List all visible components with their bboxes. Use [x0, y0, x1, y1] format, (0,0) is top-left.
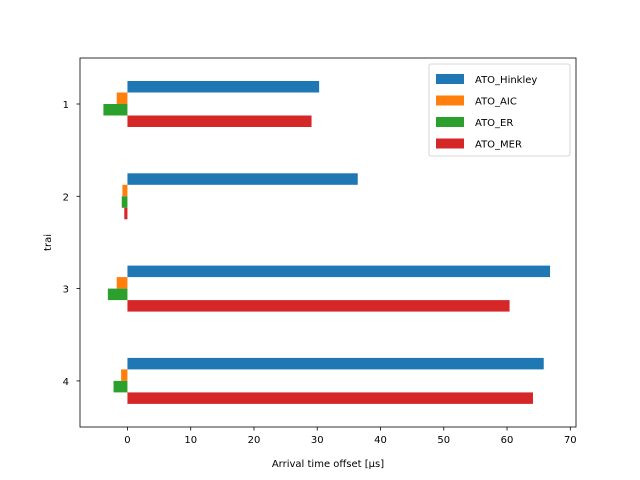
x-tick-label: 50 — [437, 435, 450, 446]
x-tick-label: 30 — [311, 435, 324, 446]
plot-frame — [79, 57, 577, 428]
bar-ATO_MER-2 — [124, 207, 128, 220]
bar-ATO_AIC-3 — [116, 277, 128, 289]
x-tick-label: 60 — [501, 435, 514, 446]
bar-ATO_Hinkley-4 — [127, 357, 544, 370]
legend-swatch-ATO_MER — [436, 138, 464, 149]
bar-ATO_Hinkley-2 — [127, 173, 358, 185]
legend-label-ATO_MER: ATO_MER — [475, 140, 522, 151]
bar-ATO_MER-4 — [127, 392, 533, 404]
legend-swatch-ATO_ER — [436, 117, 464, 127]
axes-layer: 0 10 20 30 40 50 60 70 1 2 3 4 — [63, 57, 577, 446]
bar-ATO_ER-1 — [103, 104, 128, 116]
bar-ATO_ER-3 — [107, 288, 128, 301]
legend-box — [428, 63, 571, 157]
x-tick-label: 70 — [564, 435, 577, 446]
legend-swatch-ATO_AIC — [436, 95, 464, 106]
legend-label-ATO_Hinkley: ATO_Hinkley — [475, 75, 537, 86]
legend-swatch-ATO_Hinkley — [436, 74, 464, 84]
bar-ATO_AIC-1 — [116, 92, 128, 104]
y-tick-label: 2 — [63, 192, 69, 203]
bar-ATO_MER-3 — [127, 300, 510, 312]
bar-ATO_AIC-4 — [121, 369, 128, 381]
y-tick-label: 3 — [63, 285, 69, 296]
legend-label-ATO_AIC: ATO_AIC — [475, 97, 517, 108]
bar-ATO_ER-2 — [121, 196, 128, 208]
legend: ATO_Hinkley ATO_AIC ATO_ER ATO_MER — [428, 63, 571, 157]
bars-layer — [103, 81, 551, 404]
bar-ATO_Hinkley-1 — [127, 81, 320, 93]
legend-label-ATO_ER: ATO_ER — [475, 118, 513, 129]
y-tick-label: 1 — [63, 100, 69, 111]
x-tick-label: 40 — [374, 435, 387, 446]
y-tick-label: 4 — [63, 377, 69, 388]
bar-ATO_Hinkley-3 — [127, 265, 551, 278]
x-tick-label: 0 — [124, 435, 130, 446]
x-tick-label: 20 — [248, 435, 261, 446]
x-tick-label: 10 — [184, 435, 197, 446]
x-axis-label: Arrival time offset [μs] — [272, 459, 384, 470]
bar-ATO_AIC-2 — [122, 184, 128, 197]
bar-ATO_MER-1 — [127, 115, 312, 127]
y-axis-label: trai — [43, 234, 54, 251]
bar-ATO_ER-4 — [113, 380, 128, 393]
